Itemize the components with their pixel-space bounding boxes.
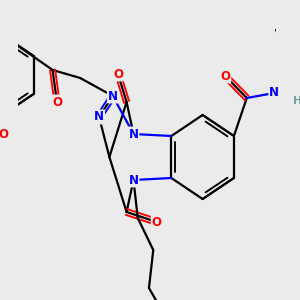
Text: O: O bbox=[0, 128, 9, 142]
Text: N: N bbox=[94, 110, 104, 124]
Text: H: H bbox=[293, 96, 300, 106]
Text: N: N bbox=[128, 173, 139, 187]
Text: O: O bbox=[220, 70, 230, 83]
Text: N: N bbox=[108, 89, 118, 103]
Text: O: O bbox=[52, 95, 62, 109]
Text: O: O bbox=[113, 68, 123, 80]
Text: O: O bbox=[152, 215, 162, 229]
Text: N: N bbox=[269, 86, 279, 100]
Text: N: N bbox=[128, 128, 139, 140]
